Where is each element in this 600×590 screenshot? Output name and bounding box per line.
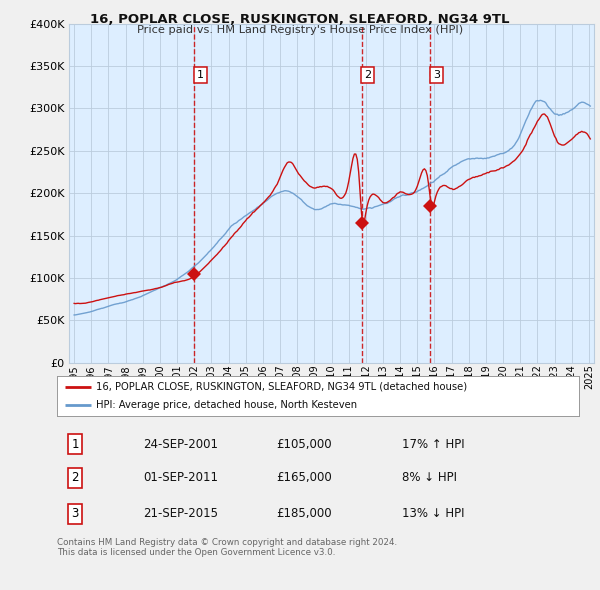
Text: £105,000: £105,000 xyxy=(276,438,332,451)
Text: 3: 3 xyxy=(433,70,440,80)
Text: 3: 3 xyxy=(71,507,79,520)
Text: 2: 2 xyxy=(364,70,371,80)
Text: £165,000: £165,000 xyxy=(276,471,332,484)
Text: 8% ↓ HPI: 8% ↓ HPI xyxy=(401,471,457,484)
Text: 2: 2 xyxy=(71,471,79,484)
Text: 1: 1 xyxy=(71,438,79,451)
Text: HPI: Average price, detached house, North Kesteven: HPI: Average price, detached house, Nort… xyxy=(96,400,357,410)
Text: 17% ↑ HPI: 17% ↑ HPI xyxy=(401,438,464,451)
Text: 21-SEP-2015: 21-SEP-2015 xyxy=(143,507,218,520)
Text: 1: 1 xyxy=(197,70,204,80)
Text: 16, POPLAR CLOSE, RUSKINGTON, SLEAFORD, NG34 9TL: 16, POPLAR CLOSE, RUSKINGTON, SLEAFORD, … xyxy=(90,13,510,26)
Text: 16, POPLAR CLOSE, RUSKINGTON, SLEAFORD, NG34 9TL (detached house): 16, POPLAR CLOSE, RUSKINGTON, SLEAFORD, … xyxy=(96,382,467,392)
Text: 01-SEP-2011: 01-SEP-2011 xyxy=(143,471,218,484)
Text: 13% ↓ HPI: 13% ↓ HPI xyxy=(401,507,464,520)
Text: Price paid vs. HM Land Registry's House Price Index (HPI): Price paid vs. HM Land Registry's House … xyxy=(137,25,463,35)
Text: Contains HM Land Registry data © Crown copyright and database right 2024.
This d: Contains HM Land Registry data © Crown c… xyxy=(57,538,397,558)
Text: £185,000: £185,000 xyxy=(276,507,332,520)
Text: 24-SEP-2001: 24-SEP-2001 xyxy=(143,438,218,451)
